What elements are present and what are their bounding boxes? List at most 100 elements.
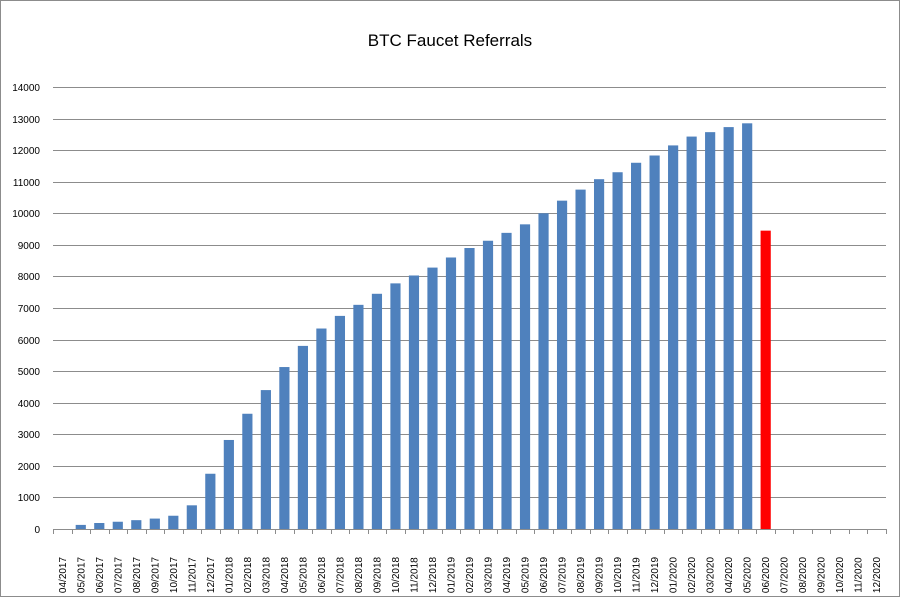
x-tick-label: 12/2017 bbox=[206, 556, 217, 593]
x-tick-label: 02/2018 bbox=[243, 556, 254, 593]
x-tick-label: 10/2020 bbox=[835, 556, 846, 593]
x-tick-label: 12/2018 bbox=[428, 556, 439, 593]
bar bbox=[149, 518, 160, 529]
x-tick-label: 12/2020 bbox=[872, 556, 883, 593]
bar bbox=[742, 123, 753, 529]
bar bbox=[482, 240, 494, 529]
bars bbox=[75, 123, 771, 530]
y-tick-label: 6000 bbox=[18, 336, 41, 347]
bar-highlighted bbox=[760, 230, 771, 529]
y-axis-tick-labels: 0 1000 2000 3000 4000 5000 6000 7000 8000 9000 100… bbox=[12, 83, 40, 536]
x-tick-label: 09/2020 bbox=[817, 556, 828, 593]
bar bbox=[593, 179, 605, 529]
bar bbox=[501, 232, 512, 530]
x-tick-label: 01/2018 bbox=[224, 556, 235, 593]
x-tick-label: 05/2019 bbox=[521, 556, 532, 593]
x-tick-label: 06/2018 bbox=[317, 556, 328, 593]
y-tick-label: 11000 bbox=[13, 178, 41, 189]
x-tick-label: 04/2019 bbox=[502, 556, 513, 593]
x-tick-label: 07/2017 bbox=[113, 556, 124, 593]
bar bbox=[186, 505, 197, 529]
bar bbox=[205, 473, 216, 529]
chart-title: BTC Faucet Referrals bbox=[367, 31, 533, 50]
bar bbox=[131, 520, 142, 529]
x-tick-label: 11/2017 bbox=[187, 557, 198, 593]
x-tick-label: 11/2019 bbox=[632, 557, 643, 593]
y-tick-label: 8000 bbox=[18, 272, 41, 283]
x-tick-label: 06/2017 bbox=[95, 556, 106, 593]
x-tick-label: 10/2017 bbox=[169, 556, 180, 593]
bar bbox=[686, 136, 697, 529]
x-tick-label: 02/2019 bbox=[465, 556, 476, 593]
bar bbox=[75, 524, 86, 529]
x-axis-tick-labels: 04/2017 05/2017 06/2017 07/2017 08/2017 09/20… bbox=[58, 556, 883, 593]
x-tick-label: 08/2019 bbox=[576, 556, 587, 593]
bar bbox=[464, 248, 475, 529]
bar bbox=[723, 127, 734, 529]
x-tick-label: 11/2018 bbox=[409, 557, 420, 593]
x-tick-label: 04/2018 bbox=[280, 556, 291, 593]
y-tick-label: 1000 bbox=[18, 493, 41, 504]
x-tick-label: 04/2017 bbox=[58, 556, 69, 593]
bar bbox=[168, 515, 179, 529]
y-tick-label: 5000 bbox=[18, 367, 41, 378]
y-tick-label: 13000 bbox=[12, 115, 40, 126]
x-tick-label: 06/2019 bbox=[539, 556, 550, 593]
x-tick-label: 01/2020 bbox=[669, 556, 680, 593]
x-tick-label: 04/2020 bbox=[724, 556, 735, 593]
x-tick-label: 08/2020 bbox=[798, 556, 809, 593]
bar bbox=[556, 200, 568, 529]
bar bbox=[279, 367, 290, 529]
bar bbox=[427, 267, 438, 529]
x-tick-label: 08/2018 bbox=[354, 556, 365, 593]
bar bbox=[668, 145, 679, 529]
x-tick-label: 02/2020 bbox=[687, 556, 698, 593]
bar bbox=[408, 275, 420, 529]
x-tick-label: 03/2018 bbox=[261, 556, 272, 593]
y-tick-label: 0 bbox=[34, 525, 40, 536]
bar bbox=[390, 283, 401, 529]
bar bbox=[334, 315, 346, 529]
x-tick-label: 07/2019 bbox=[558, 556, 569, 593]
x-tick-label: 07/2020 bbox=[780, 556, 791, 593]
bar bbox=[612, 172, 623, 530]
bar bbox=[112, 521, 123, 529]
x-tick-label: 06/2020 bbox=[761, 556, 772, 593]
y-tick-label: 7000 bbox=[18, 304, 41, 315]
bar bbox=[538, 213, 549, 530]
bar bbox=[445, 257, 457, 529]
x-tick-label: 09/2018 bbox=[372, 556, 383, 593]
y-tick-label: 14000 bbox=[12, 83, 40, 94]
bar bbox=[94, 523, 105, 529]
x-tick-label: 05/2018 bbox=[298, 556, 309, 593]
x-tick-label: 07/2018 bbox=[335, 556, 346, 593]
x-tick-label: 01/2019 bbox=[446, 556, 457, 593]
x-tick-label: 03/2020 bbox=[706, 556, 717, 593]
bar bbox=[519, 224, 531, 529]
bar bbox=[223, 439, 234, 529]
y-tick-label: 2000 bbox=[18, 462, 41, 473]
y-tick-label: 3000 bbox=[18, 430, 41, 441]
x-tick-label: 11/2020 bbox=[854, 557, 865, 593]
bar bbox=[575, 189, 586, 530]
x-tick-label: 03/2019 bbox=[484, 556, 495, 593]
x-tick-label: 05/2017 bbox=[76, 556, 87, 593]
x-tick-label: 09/2019 bbox=[595, 556, 606, 593]
x-tick-label: 10/2018 bbox=[391, 556, 402, 593]
y-tick-label: 12000 bbox=[12, 146, 40, 157]
bar bbox=[260, 390, 271, 529]
x-axis bbox=[53, 529, 887, 534]
bar bbox=[242, 413, 253, 529]
bar bbox=[371, 293, 383, 529]
bar bbox=[649, 155, 660, 529]
bar bbox=[705, 132, 716, 529]
x-tick-label: 09/2017 bbox=[150, 556, 161, 593]
x-tick-label: 05/2020 bbox=[743, 556, 754, 593]
bar bbox=[631, 162, 642, 529]
bar bbox=[297, 345, 308, 529]
bar bbox=[316, 328, 327, 529]
y-tick-label: 10000 bbox=[12, 209, 40, 220]
y-tick-label: 4000 bbox=[18, 399, 41, 410]
x-tick-label: 10/2019 bbox=[613, 556, 624, 593]
